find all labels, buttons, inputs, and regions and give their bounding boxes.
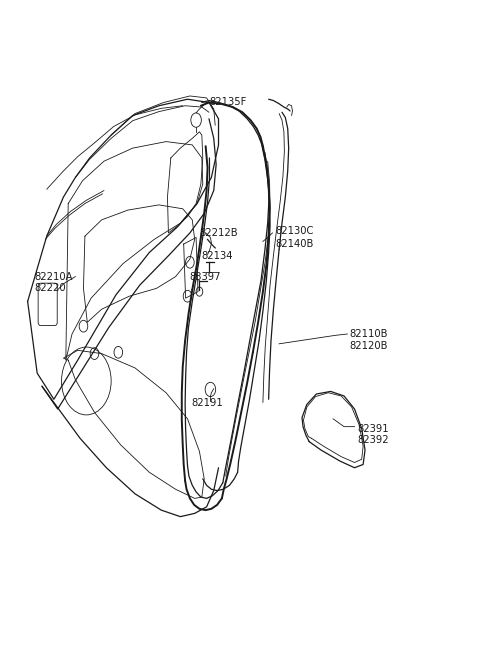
Text: 82220: 82220 [35,284,66,293]
Text: 82391: 82391 [357,424,388,434]
Text: 83397: 83397 [189,272,220,282]
Text: 82110B: 82110B [350,329,388,339]
FancyBboxPatch shape [38,283,57,326]
Text: 82212B: 82212B [199,228,238,238]
Text: 82130C: 82130C [276,226,314,236]
Text: 82210A: 82210A [35,272,73,282]
Text: 82191: 82191 [192,398,223,407]
Text: 82135F: 82135F [209,98,246,107]
Text: 82140B: 82140B [276,239,314,249]
Text: 82134: 82134 [202,251,233,261]
Text: 82120B: 82120B [350,341,388,351]
Text: 82392: 82392 [357,436,388,445]
